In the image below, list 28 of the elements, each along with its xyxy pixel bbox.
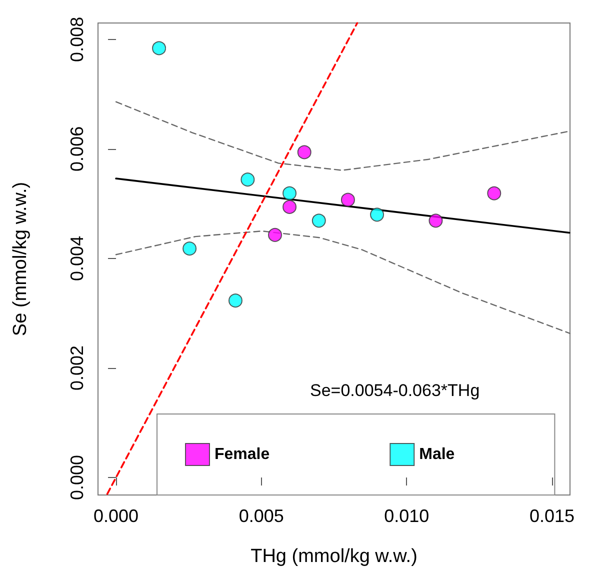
point	[312, 214, 326, 228]
x-tick-label: 0.000	[93, 506, 139, 526]
point	[340, 192, 355, 207]
point	[487, 186, 502, 200]
x-axis-title: THg (mmol/kg w.w.)	[250, 546, 418, 567]
point	[428, 214, 443, 228]
legend-label: Female	[214, 446, 270, 463]
point	[282, 200, 297, 214]
y-tick-label: 0.004	[67, 236, 87, 281]
x-tick-label: 0.015	[529, 506, 575, 526]
annotation: Se=0.0054-0.063*THg	[310, 381, 480, 400]
point	[182, 242, 197, 256]
x-tick-label: 0.005	[238, 506, 284, 526]
point	[297, 145, 312, 160]
point	[268, 228, 282, 242]
y-axis-title: Se (mmol/kg w.w.)	[10, 182, 31, 336]
line-series	[115, 230, 571, 334]
point	[228, 294, 242, 308]
point	[282, 186, 297, 200]
y-tick-label: 0.002	[67, 345, 87, 390]
y-tick-label: 0.006	[67, 126, 87, 172]
point	[370, 208, 384, 222]
x-tick-label: 0.010	[384, 506, 430, 526]
legend-label: Male	[419, 446, 455, 463]
point	[152, 41, 166, 56]
y-tick-label: 0.008	[67, 16, 87, 62]
line-series	[115, 101, 569, 171]
point	[240, 172, 255, 187]
